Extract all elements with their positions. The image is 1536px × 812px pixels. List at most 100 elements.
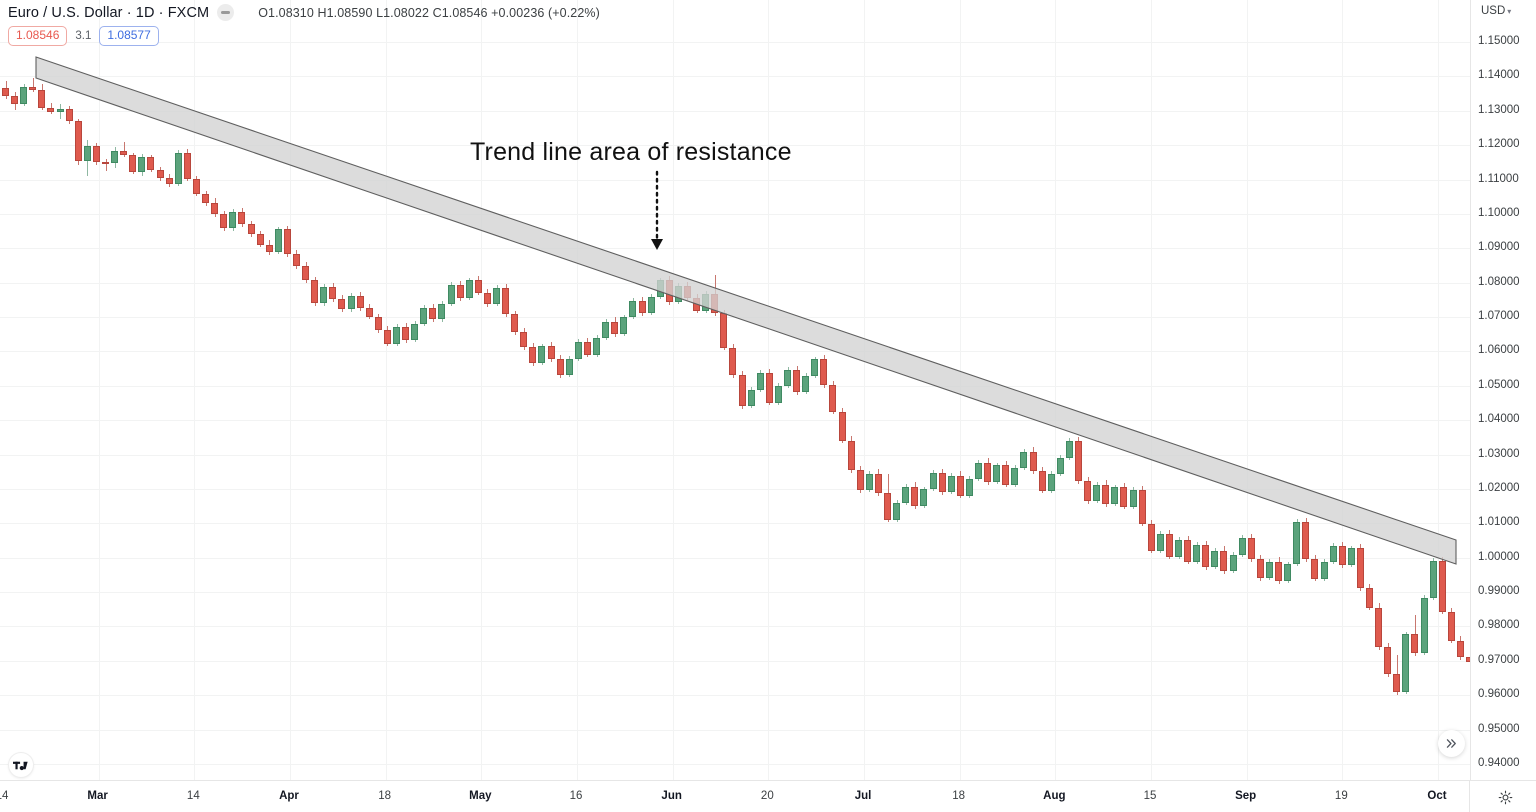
candle-body: [66, 109, 73, 122]
candle-body: [548, 346, 555, 360]
candle-body: [793, 369, 800, 393]
annotation-label[interactable]: Trend line area of resistance: [470, 138, 792, 166]
candle-body: [466, 280, 473, 299]
candle-body: [884, 493, 891, 520]
gridline-horizontal: [0, 557, 1470, 559]
candle-body: [1402, 634, 1409, 693]
candle-body: [266, 244, 273, 253]
candle-body: [529, 346, 536, 363]
candle-body: [1357, 548, 1364, 589]
candle-body: [975, 462, 982, 479]
candle-body: [739, 375, 746, 407]
gear-icon[interactable]: [1496, 788, 1514, 806]
candle-body: [1466, 657, 1470, 662]
candle-body: [47, 107, 54, 112]
candle-body: [1002, 465, 1009, 485]
gridline-horizontal: [0, 522, 1470, 524]
candle-body: [1275, 561, 1282, 581]
candle-body: [1248, 538, 1255, 559]
gridline-horizontal: [0, 763, 1470, 765]
chart-plot-area[interactable]: [0, 0, 1470, 780]
candle-body: [229, 211, 236, 229]
gridline-horizontal: [0, 419, 1470, 421]
price-axis[interactable]: USD ▾ 1.15000 1.14000 1.13000 1.12000 1.11000…: [1470, 0, 1536, 780]
candle-body: [1411, 634, 1418, 653]
gridline-vertical: [672, 0, 674, 780]
gridline-vertical: [480, 0, 482, 780]
gridline-vertical: [1341, 0, 1343, 780]
time-axis-label: Mar: [87, 790, 108, 802]
candle-wick: [124, 142, 125, 158]
candle-body: [1384, 647, 1391, 675]
candle-body: [320, 287, 327, 303]
candle-body: [1102, 484, 1109, 504]
candle-body: [75, 121, 82, 161]
candle-body: [639, 300, 646, 314]
gridline-horizontal: [0, 694, 1470, 696]
bid-price-badge[interactable]: 1.08546: [8, 26, 68, 47]
gridline-vertical: [385, 0, 387, 780]
gridline-horizontal: [0, 488, 1470, 490]
candle-body: [784, 369, 791, 387]
candle-body: [1284, 564, 1291, 581]
candle-body: [966, 479, 973, 496]
candle-body: [20, 87, 27, 104]
price-axis-label: 0.99000: [1478, 585, 1520, 598]
time-axis-label: Jun: [661, 790, 682, 802]
candle-body: [602, 321, 609, 339]
candle-body: [1421, 597, 1428, 653]
currency-selector[interactable]: USD ▾: [1481, 5, 1511, 17]
time-axis[interactable]: 14 Mar 14 Apr 18 May 16 Jun 20 Jul 18 Aug 15 Sep 19 Oct: [0, 780, 1536, 812]
time-axis-label: Apr: [279, 790, 299, 802]
tradingview-logo[interactable]: [8, 752, 34, 778]
candle-body: [1111, 487, 1118, 504]
candle-body: [611, 321, 618, 334]
ask-price-badge[interactable]: 1.08577: [99, 26, 159, 47]
gridline-vertical: [289, 0, 291, 780]
price-axis-label: 1.12000: [1478, 138, 1520, 151]
gridline-vertical: [193, 0, 195, 780]
candle-body: [402, 327, 409, 341]
candle-body: [839, 411, 846, 441]
candle-body: [829, 385, 836, 412]
candle-body: [584, 342, 591, 355]
time-axis-label: May: [469, 790, 492, 802]
gridline-horizontal: [0, 591, 1470, 593]
candle-body: [275, 229, 282, 253]
candle-body: [1057, 457, 1064, 475]
candle-body: [493, 287, 500, 305]
candle-body: [147, 157, 154, 170]
candle-body: [1311, 559, 1318, 579]
price-axis-label: 1.08000: [1478, 275, 1520, 288]
scroll-to-realtime-button[interactable]: [1438, 730, 1465, 757]
candle-body: [1257, 558, 1264, 579]
gridline-vertical: [1437, 0, 1439, 780]
candle-body: [1011, 468, 1018, 485]
candle-wick: [33, 78, 34, 92]
gridline-vertical: [1246, 0, 1248, 780]
candle-body: [29, 87, 36, 90]
chart-legend: Euro / U.S. Dollar · 1D · FXCM O1.08310 …: [8, 4, 600, 47]
candle-body: [157, 169, 164, 178]
gridline-vertical: [1150, 0, 1152, 780]
resistance-band-shape[interactable]: [35, 56, 1457, 565]
candle-body: [566, 358, 573, 376]
candle-body: [1375, 607, 1382, 648]
candle-body: [1066, 441, 1073, 458]
eye-hide-icon[interactable]: [217, 4, 235, 21]
candle-body: [57, 109, 64, 112]
arrow-head-icon: [651, 239, 663, 250]
candle-body: [1148, 523, 1155, 551]
candle-wick: [106, 158, 107, 171]
candle-body: [957, 475, 964, 496]
candle-body: [557, 359, 564, 376]
candle-body: [1430, 560, 1437, 598]
gridline-horizontal: [0, 41, 1470, 43]
symbol-title[interactable]: Euro / U.S. Dollar · 1D · FXCM: [8, 4, 210, 21]
price-axis-label: 1.11000: [1478, 172, 1519, 185]
legend-primary-row: Euro / U.S. Dollar · 1D · FXCM O1.08310 …: [8, 4, 600, 21]
candle-body: [384, 329, 391, 344]
candle-body: [902, 486, 909, 504]
chevron-down-icon: ▾: [1507, 7, 1512, 16]
candle-body: [1348, 548, 1355, 565]
